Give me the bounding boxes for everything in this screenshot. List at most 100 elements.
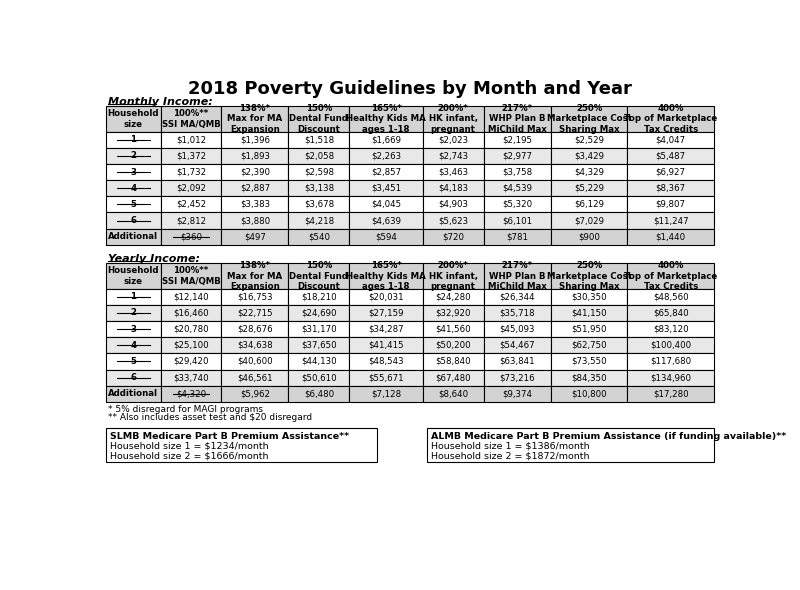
Text: $497: $497: [244, 232, 266, 241]
Bar: [222, 305, 289, 321]
Text: $540: $540: [308, 232, 330, 241]
Bar: [106, 164, 161, 180]
Bar: [106, 337, 161, 353]
Bar: [106, 212, 161, 229]
Text: 138%*
Max for MA
Expansion: 138%* Max for MA Expansion: [227, 104, 282, 134]
Text: $2,743: $2,743: [438, 152, 468, 160]
Bar: [350, 289, 422, 305]
Text: Additional: Additional: [108, 389, 158, 398]
Text: $9,807: $9,807: [656, 200, 686, 209]
Bar: [422, 353, 483, 369]
Text: $3,880: $3,880: [240, 216, 270, 225]
Text: 6: 6: [130, 216, 136, 225]
Bar: [161, 196, 222, 212]
Bar: [222, 386, 289, 402]
Bar: [161, 289, 222, 305]
Bar: [422, 369, 483, 386]
Bar: [289, 263, 350, 289]
Bar: [350, 337, 422, 353]
Text: $65,840: $65,840: [653, 309, 689, 317]
Text: 4: 4: [130, 183, 137, 193]
Text: $55,671: $55,671: [368, 373, 404, 382]
Bar: [222, 321, 289, 337]
Bar: [161, 369, 222, 386]
Text: $117,680: $117,680: [650, 357, 691, 366]
Bar: [422, 321, 483, 337]
Text: $594: $594: [375, 232, 397, 241]
Text: $2,812: $2,812: [176, 216, 206, 225]
Text: $2,023: $2,023: [438, 135, 468, 144]
Bar: [222, 164, 289, 180]
Text: 165%*
Healthy Kids MA
ages 1-18: 165%* Healthy Kids MA ages 1-18: [346, 261, 426, 291]
Bar: [161, 106, 222, 132]
Bar: [161, 305, 222, 321]
Text: $4,047: $4,047: [655, 135, 686, 144]
Bar: [483, 229, 550, 245]
Text: $30,350: $30,350: [571, 292, 607, 301]
Bar: [289, 289, 350, 305]
Bar: [106, 263, 161, 289]
Bar: [161, 180, 222, 196]
Text: $62,750: $62,750: [571, 341, 607, 350]
Text: $2,195: $2,195: [502, 135, 532, 144]
Bar: [627, 369, 714, 386]
Text: Household
size: Household size: [108, 109, 159, 129]
Text: $48,543: $48,543: [368, 357, 404, 366]
Text: $9,374: $9,374: [502, 389, 532, 398]
Text: $40,600: $40,600: [237, 357, 273, 366]
Bar: [222, 148, 289, 164]
Text: $720: $720: [442, 232, 464, 241]
Bar: [350, 263, 422, 289]
Bar: [483, 337, 550, 353]
Bar: [550, 263, 627, 289]
Bar: [106, 180, 161, 196]
Bar: [106, 229, 161, 245]
Text: Household size 1 = $1234/month: Household size 1 = $1234/month: [110, 442, 269, 451]
Text: $4,903: $4,903: [438, 200, 468, 209]
Bar: [627, 353, 714, 369]
Bar: [483, 353, 550, 369]
Text: $6,129: $6,129: [574, 200, 604, 209]
Bar: [106, 386, 161, 402]
Text: $2,529: $2,529: [574, 135, 604, 144]
Text: 165%*
Healthy Kids MA
ages 1-18: 165%* Healthy Kids MA ages 1-18: [346, 104, 426, 134]
Text: 150%
Dental Fund
Discount: 150% Dental Fund Discount: [290, 261, 348, 291]
Text: $16,753: $16,753: [237, 292, 273, 301]
Text: $1,518: $1,518: [304, 135, 334, 144]
Bar: [422, 132, 483, 148]
Bar: [222, 229, 289, 245]
Text: $4,045: $4,045: [371, 200, 401, 209]
Bar: [222, 196, 289, 212]
Bar: [106, 106, 161, 132]
Text: 400%
Top of Marketplace
Tax Credits: 400% Top of Marketplace Tax Credits: [624, 104, 718, 134]
Bar: [550, 337, 627, 353]
Text: $360: $360: [180, 232, 202, 241]
Bar: [222, 180, 289, 196]
Bar: [106, 428, 378, 462]
Bar: [350, 132, 422, 148]
Text: $67,480: $67,480: [435, 373, 471, 382]
Bar: [350, 180, 422, 196]
Bar: [422, 263, 483, 289]
Bar: [422, 289, 483, 305]
Text: $5,962: $5,962: [240, 389, 270, 398]
Bar: [350, 353, 422, 369]
Bar: [550, 229, 627, 245]
Text: $37,650: $37,650: [301, 341, 337, 350]
Text: 400%
Top of Marketplace
Tax Credits: 400% Top of Marketplace Tax Credits: [624, 261, 718, 291]
Text: $16,460: $16,460: [173, 309, 209, 317]
Bar: [627, 229, 714, 245]
Text: Household size 1 = $1386/month: Household size 1 = $1386/month: [431, 442, 590, 451]
Text: $29,420: $29,420: [173, 357, 209, 366]
Text: 1: 1: [130, 135, 136, 144]
Text: $20,031: $20,031: [368, 292, 404, 301]
Text: $58,840: $58,840: [435, 357, 471, 366]
Text: $900: $900: [578, 232, 600, 241]
Text: $17,280: $17,280: [653, 389, 689, 398]
Bar: [289, 196, 350, 212]
Bar: [289, 148, 350, 164]
Bar: [422, 229, 483, 245]
Bar: [350, 212, 422, 229]
Bar: [422, 196, 483, 212]
Text: $34,638: $34,638: [237, 341, 273, 350]
